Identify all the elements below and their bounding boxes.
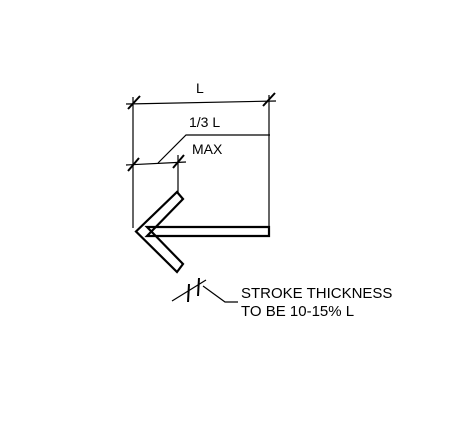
- length-tick-left: [127, 95, 141, 110]
- stroke-leader-line: [202, 285, 238, 303]
- stroke-tick-left: [187, 283, 190, 303]
- head-dimension-line: [125, 161, 187, 166]
- head-max-label: MAX: [192, 141, 223, 157]
- stroke-note-line2: TO BE 10-15% L: [241, 303, 354, 320]
- length-label: L: [196, 80, 204, 96]
- arrow-symbol: [134, 190, 271, 274]
- head-tick-left: [127, 157, 140, 172]
- head-fraction-label: 1/3 L: [189, 114, 220, 130]
- head-leader-line: [157, 134, 270, 164]
- stroke-tick-right: [197, 277, 200, 297]
- length-dimension-line: [125, 100, 277, 105]
- head-length-dimension: [125, 134, 270, 194]
- stroke-thickness-dimension: [171, 277, 238, 303]
- stroke-note-line1: STROKE THICKNESS: [241, 285, 392, 302]
- length-dimension: [125, 92, 277, 228]
